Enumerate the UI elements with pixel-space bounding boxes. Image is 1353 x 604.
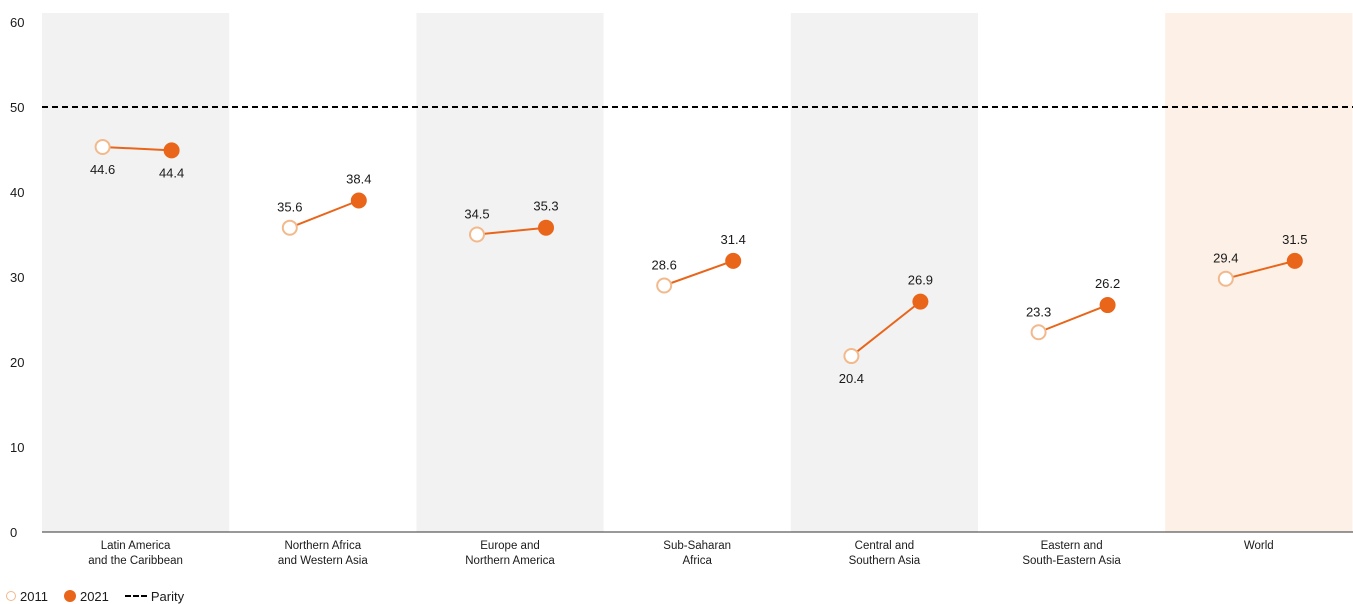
data-label-2021-2: 35.3 <box>533 199 558 214</box>
category-label-line: Southern Asia <box>849 555 921 567</box>
y-tick-40: 40 <box>10 185 24 200</box>
category-label-line: South-Eastern Asia <box>1022 555 1121 567</box>
legend: 2011 2021 Parity <box>6 588 200 604</box>
category-label-5: Eastern and South-Eastern Asia <box>1022 540 1121 567</box>
point-2021-2 <box>538 219 554 236</box>
band-0 <box>42 13 230 532</box>
data-label-2021-4: 26.9 <box>908 273 933 288</box>
band-6 <box>1165 13 1353 532</box>
filled-circle-icon <box>63 590 76 602</box>
point-2021-6 <box>1286 252 1303 269</box>
category-label-line: Sub-Saharan <box>663 540 731 552</box>
data-label-2021-5: 26.2 <box>1095 276 1120 291</box>
point-2021-3 <box>725 252 742 269</box>
category-label-line: Eastern and <box>1041 540 1103 552</box>
chart: 0 10 20 30 40 50 60 Latin America and the Carib… <box>10 13 1353 567</box>
band-2 <box>416 13 604 532</box>
category-label-line: Africa <box>682 555 712 567</box>
category-label-0: Latin America and the Caribbean <box>88 540 183 567</box>
data-label-2011-2: 34.5 <box>464 207 489 222</box>
point-2021-0 <box>163 142 180 159</box>
legend-label-2011: 2011 <box>20 588 48 604</box>
data-label-2021-6: 31.5 <box>1282 232 1307 247</box>
data-label-2021-1: 38.4 <box>346 172 371 187</box>
category-label-line: and the Caribbean <box>88 555 183 567</box>
data-label-2011-4: 20.4 <box>839 371 864 386</box>
category-label-2: Europe and Northern America <box>465 540 555 567</box>
data-label-2011-0: 44.6 <box>90 162 115 177</box>
point-2011-1 <box>281 219 298 236</box>
category-label-line: Northern Africa <box>284 540 361 552</box>
connector-4 <box>850 300 922 357</box>
y-tick-60: 60 <box>10 15 24 30</box>
connector-6 <box>1225 259 1296 280</box>
data-label-2021-3: 31.4 <box>721 232 746 247</box>
point-2021-4 <box>912 293 929 310</box>
point-2011-0 <box>94 138 111 155</box>
category-labels: Latin America and the Caribbean Northern A… <box>88 540 1273 567</box>
data-label-2021-0: 44.4 <box>159 165 184 180</box>
dashed-line-icon <box>124 595 147 597</box>
category-label-line: Northern America <box>465 555 555 567</box>
y-tick-10: 10 <box>10 440 24 455</box>
category-label-line: World <box>1244 540 1274 552</box>
point-2021-5 <box>1099 297 1116 314</box>
point-2011-5 <box>1030 324 1047 341</box>
y-tick-20: 20 <box>10 355 24 370</box>
category-label-line: Central and <box>855 540 914 552</box>
connector-3 <box>663 259 734 287</box>
data-label-2011-5: 23.3 <box>1026 304 1051 319</box>
point-2011-6 <box>1217 270 1234 287</box>
category-label-line: Latin America <box>101 540 171 552</box>
category-bands <box>42 13 1353 532</box>
legend-label-parity: Parity <box>150 588 185 604</box>
point-2021-1 <box>350 192 367 209</box>
category-label-4: Central and Southern Asia <box>849 540 921 567</box>
connector-1 <box>289 199 360 229</box>
category-label-6: World <box>1244 540 1274 552</box>
connector-5 <box>1038 304 1108 334</box>
category-label-line: and Western Asia <box>278 555 369 567</box>
category-label-1: Northern Africa and Western Asia <box>278 540 369 567</box>
data-marks: 44.6 44.4 35.6 38.4 34.5 35.3 28.6 31.4 20.4 26.9… <box>90 138 1307 386</box>
data-label-2011-6: 29.4 <box>1213 251 1238 266</box>
legend-item-2011: 2011 <box>6 589 48 604</box>
category-label-3: Sub-Saharan Africa <box>663 540 731 567</box>
y-tick-50: 50 <box>10 100 24 115</box>
point-2011-2 <box>469 226 485 243</box>
point-2011-3 <box>656 277 673 294</box>
point-2011-4 <box>843 348 860 365</box>
band-4 <box>790 13 978 532</box>
connector-0 <box>102 145 172 152</box>
legend-label-2021: 2021 <box>79 588 109 604</box>
category-label-line: Europe and <box>480 540 539 552</box>
data-label-2011-3: 28.6 <box>652 258 677 273</box>
legend-item-parity: Parity <box>124 588 185 604</box>
open-circle-icon <box>6 591 16 601</box>
y-tick-30: 30 <box>10 270 24 285</box>
legend-item-2021: 2021 <box>63 588 109 604</box>
data-label-2011-1: 35.6 <box>277 200 302 215</box>
connector-2 <box>476 226 547 236</box>
y-tick-0: 0 <box>10 525 17 540</box>
y-axis-ticks: 0 10 20 30 40 50 60 <box>10 15 24 540</box>
